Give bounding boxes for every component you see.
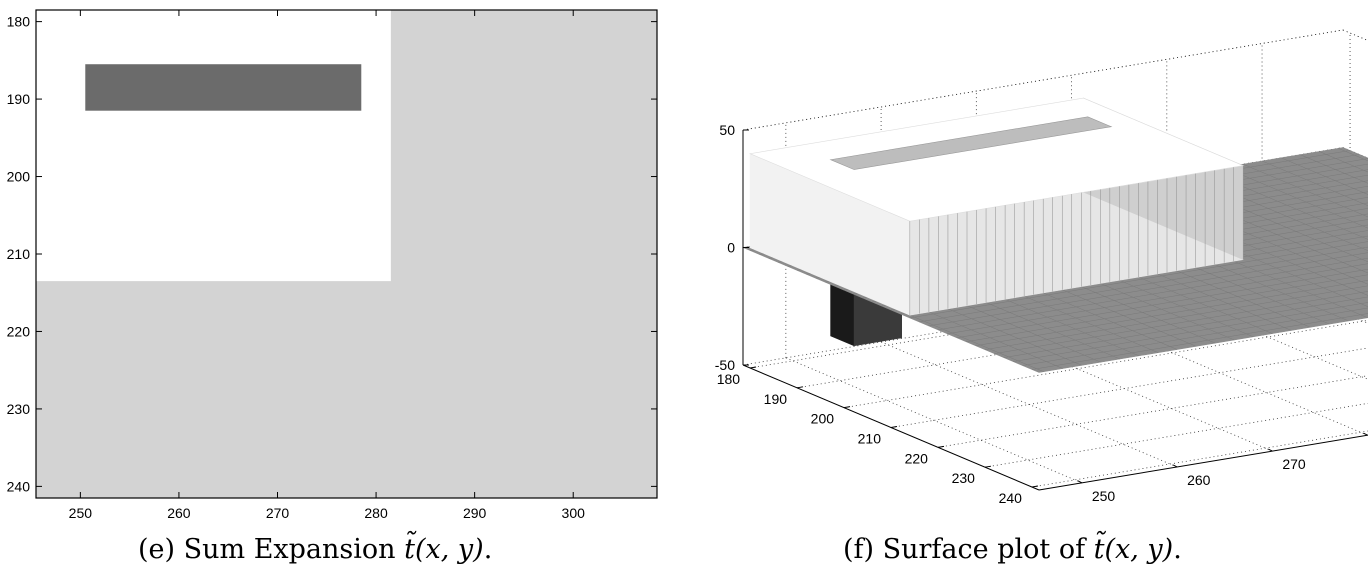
y-tick-mark <box>1031 485 1039 488</box>
y-tick-label: 230 <box>952 470 976 486</box>
y-tick-label: 180 <box>7 14 31 30</box>
left-caption: (e) Sum Expansion t̃(x, y). <box>138 534 492 565</box>
y-tick-label: 210 <box>7 246 31 262</box>
mesh-line <box>1280 157 1368 195</box>
x-tick-label: 270 <box>1282 456 1306 472</box>
image-ticks: 250 260 270 280 290 300 180 190 200 210 220 230 240 <box>7 10 657 521</box>
floor-grid-line <box>1031 430 1368 488</box>
y-tick-label: 240 <box>7 478 31 494</box>
mesh-line <box>1223 167 1368 229</box>
y-tick-mark <box>984 465 992 468</box>
y-tick-label: 190 <box>764 391 788 407</box>
mesh-line <box>1031 313 1368 370</box>
mesh-line <box>1300 154 1368 184</box>
x-tick-mark <box>1077 480 1083 484</box>
floor-grid-line <box>1166 293 1368 380</box>
floor-grid-line <box>785 357 1083 484</box>
x-tick-mark <box>1172 464 1178 468</box>
mesh-line <box>909 241 1368 319</box>
y-tick-label: 230 <box>7 401 31 417</box>
mesh-line <box>937 257 1368 331</box>
x-axis-line <box>1038 434 1368 491</box>
mesh-line <box>1013 302 1368 362</box>
box-top-line <box>1342 29 1368 41</box>
floor-grid-line <box>1071 309 1368 436</box>
surface-plot: -500501801902002102202302402502602702802… <box>715 29 1368 506</box>
y-tick-mark <box>937 445 945 448</box>
floor-grid-line <box>937 375 1368 448</box>
y-tick-label: 240 <box>999 490 1023 506</box>
floor-grid-line <box>880 341 1178 468</box>
y-tick-label: 200 <box>811 411 835 427</box>
right-caption-prefix: (f) Surface plot of <box>843 534 1094 565</box>
image-white-region <box>36 10 391 282</box>
mesh-line <box>947 263 1368 335</box>
x-tick-label: 300 <box>562 505 586 521</box>
mesh-line <box>1242 163 1368 218</box>
left-caption-prefix: (e) Sum Expansion <box>138 534 405 565</box>
z-tick-label: 50 <box>719 122 735 138</box>
box-top-line <box>742 29 1344 131</box>
floor-grid-line <box>976 325 1273 452</box>
x-tick-label: 250 <box>69 505 93 521</box>
surface-mesh <box>741 97 1368 373</box>
mesh-line <box>956 268 1368 339</box>
x-tick-label: 260 <box>167 505 191 521</box>
y-tick-mark <box>843 406 851 409</box>
right-caption: (f) Surface plot of t̃(x, y). <box>843 534 1182 565</box>
mesh-line <box>966 274 1368 342</box>
left-caption-suffix: . <box>483 534 493 565</box>
y-tick-label: 190 <box>7 91 31 107</box>
mesh-line <box>919 246 1368 323</box>
x-tick-label: 250 <box>1092 488 1116 504</box>
y-tick-label: 210 <box>858 431 882 447</box>
surface-ticks: -500501801902002102202302402502602702802… <box>715 122 1306 506</box>
wall-grid-line <box>1342 29 1368 41</box>
y-tick-label: 180 <box>717 371 741 387</box>
mesh-line <box>1003 296 1368 358</box>
right-caption-suffix: . <box>1173 534 1182 565</box>
y-tick-label: 220 <box>905 450 929 466</box>
mesh-line <box>1261 160 1368 207</box>
left-caption-math: t̃(x, y) <box>404 534 484 565</box>
mesh-line <box>984 285 1368 350</box>
plateau-dip <box>829 116 1113 170</box>
mesh-line <box>994 291 1368 354</box>
x-tick-label: 290 <box>463 505 487 521</box>
floor-grid-line <box>890 347 1368 428</box>
z-tick-label: -50 <box>715 357 735 373</box>
z-tick-label: 0 <box>727 240 735 256</box>
image-dark-region <box>85 64 362 111</box>
x-tick-label: 270 <box>266 505 290 521</box>
y-tick-label: 200 <box>7 169 31 185</box>
x-tick-label: 280 <box>364 505 388 521</box>
y-tick-label: 220 <box>7 323 31 339</box>
right-caption-math: t̃(x, y) <box>1093 534 1174 565</box>
mesh-line <box>928 252 1368 327</box>
y-tick-mark <box>796 386 804 389</box>
image-plot: 250 260 270 280 290 300 180 190 200 210 220 230 240 <box>7 9 658 521</box>
y-tick-mark <box>890 426 898 428</box>
plateau-top <box>749 97 1245 222</box>
floor-grid-line <box>843 319 1368 409</box>
x-tick-mark <box>1363 432 1368 436</box>
x-tick-mark <box>1268 448 1273 452</box>
floor-grid-line <box>984 402 1368 468</box>
mesh-line <box>1022 307 1368 366</box>
x-tick-label: 260 <box>1187 472 1211 488</box>
y-tick-mark <box>749 366 757 369</box>
surface-axes <box>742 129 1368 491</box>
mesh-line <box>975 280 1368 346</box>
